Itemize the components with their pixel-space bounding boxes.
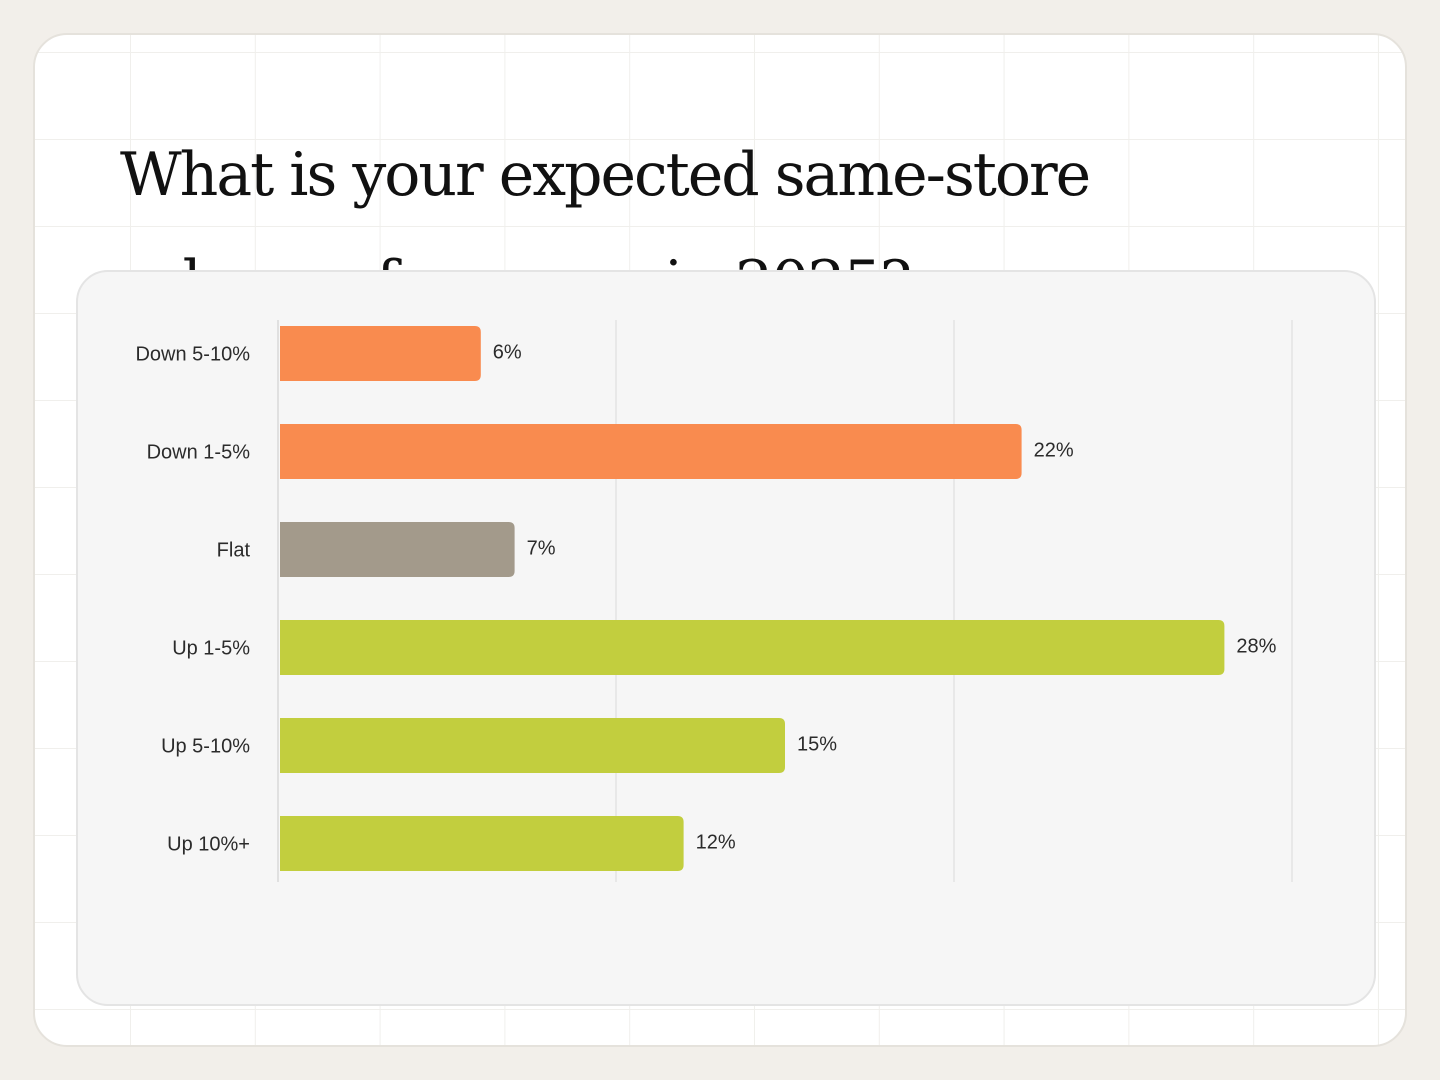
category-label: Down 5-10% [135,344,250,366]
value-label: 7% [527,538,556,560]
bar [280,522,515,577]
value-label: 15% [797,734,837,756]
bar [280,816,684,871]
value-label: 12% [696,832,736,854]
bar [280,620,1225,675]
value-label: 22% [1034,440,1074,462]
category-label: Up 10%+ [167,834,250,856]
bar [280,326,481,381]
bar [280,424,1022,479]
value-label: 6% [493,342,522,364]
category-label: Flat [217,540,251,562]
category-label: Up 5-10% [161,736,250,758]
category-label: Up 1-5% [172,638,250,660]
bar [280,718,785,773]
category-label: Down 1-5% [147,442,251,464]
value-label: 28% [1236,636,1276,658]
